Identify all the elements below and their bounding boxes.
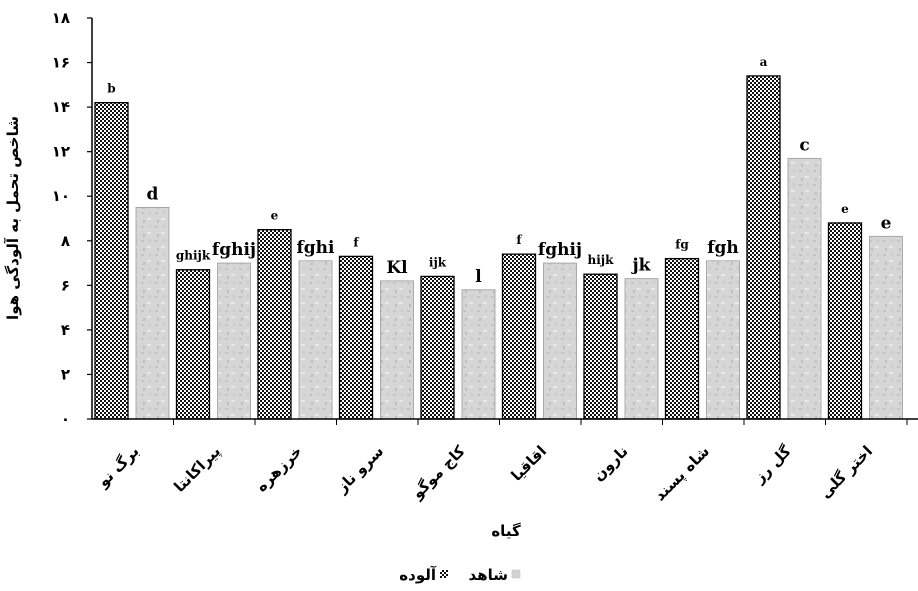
- significance-letter: fghij: [212, 240, 256, 260]
- significance-letter: e: [271, 209, 279, 223]
- bar-control: [298, 260, 333, 420]
- significance-letter: b: [107, 82, 115, 96]
- legend-label-control: شاهد: [469, 566, 508, 584]
- significance-letter: fghi: [296, 238, 335, 258]
- significance-letter: a: [760, 55, 768, 69]
- y-tick-label: ۱۴: [52, 98, 70, 116]
- bar-polluted: [501, 253, 537, 420]
- x-category-labels: برگ نو پیراکانتا خرزهره سرو ناز کاج موگو اقاق…: [93, 419, 908, 505]
- significance-letter: Kl: [386, 258, 408, 278]
- bars-layer: [94, 75, 903, 420]
- y-ticks: ۰ ۲ ۴ ۶ ۸ ۱۰ ۱۲ ۱۴ ۱۶ ۱۸: [52, 9, 92, 428]
- bar-control: [461, 289, 496, 420]
- x-category-label: خرزهره: [252, 442, 305, 495]
- x-category-label: سرو ناز: [332, 442, 387, 497]
- significance-letter: fgh: [707, 238, 739, 258]
- x-category-label: گل رز: [750, 442, 795, 487]
- bar-polluted: [257, 228, 292, 420]
- significance-letter: ijk: [429, 255, 447, 269]
- legend-swatch-polluted: [440, 570, 448, 578]
- significance-letter: ghijk: [176, 249, 211, 263]
- y-tick-label: ۱۰: [52, 187, 70, 205]
- bar-control: [869, 235, 903, 420]
- significance-letter: hijk: [588, 253, 615, 267]
- x-category-label: اقاقیا: [508, 442, 551, 485]
- y-axis-title: شاخص تحمل به آلودگی هوا: [4, 116, 22, 320]
- y-tick-label: ۱۸: [52, 9, 70, 27]
- bar-polluted: [664, 257, 700, 420]
- y-tick-label: ۲: [61, 365, 70, 383]
- x-axis-title: گیاه: [491, 522, 521, 540]
- y-tick-label: ۸: [61, 232, 70, 250]
- x-category-label: اختر گلی: [816, 442, 876, 502]
- bar-control: [624, 278, 659, 420]
- x-category-label: پیراکانتا: [170, 442, 224, 496]
- bar-control: [380, 280, 414, 420]
- bar-polluted: [175, 269, 211, 420]
- bar-control: [135, 206, 170, 420]
- significance-letter: fghij: [538, 240, 582, 260]
- y-tick-label: ۰: [61, 410, 70, 428]
- y-tick-label: ۱۶: [52, 54, 70, 72]
- y-tick-label: ۴: [61, 321, 70, 339]
- bar-polluted: [746, 75, 781, 420]
- significance-letter: l: [475, 267, 482, 287]
- significance-letter: c: [799, 135, 809, 155]
- x-category-label: شاه پسند: [651, 442, 714, 505]
- significance-letter: f: [353, 235, 359, 249]
- x-category-label: برگ نو: [93, 442, 142, 491]
- bar-control: [543, 262, 577, 420]
- significance-letter: jk: [631, 256, 652, 276]
- significance-letter: fg: [675, 238, 689, 252]
- significance-letter: f: [516, 233, 522, 247]
- significance-letter: e: [841, 202, 849, 216]
- y-tick-label: ۱۲: [52, 143, 70, 161]
- bar-control: [217, 262, 251, 420]
- y-tick-label: ۶: [61, 276, 70, 294]
- significance-letter: e: [881, 213, 892, 233]
- bar-control: [706, 260, 740, 420]
- bar-control: [787, 157, 822, 420]
- bar-polluted: [94, 102, 129, 420]
- bar-polluted: [338, 255, 374, 420]
- bar-polluted: [827, 222, 863, 420]
- legend-swatch-control: [511, 569, 521, 579]
- legend-label-polluted: آلوده: [399, 566, 437, 584]
- bar-polluted: [583, 273, 618, 420]
- legend: آلوده شاهد: [399, 566, 521, 584]
- bar-polluted: [420, 275, 455, 420]
- x-category-label: کاج موگو: [408, 442, 469, 503]
- significance-letter: d: [147, 184, 159, 204]
- x-category-label: نارون: [589, 442, 631, 484]
